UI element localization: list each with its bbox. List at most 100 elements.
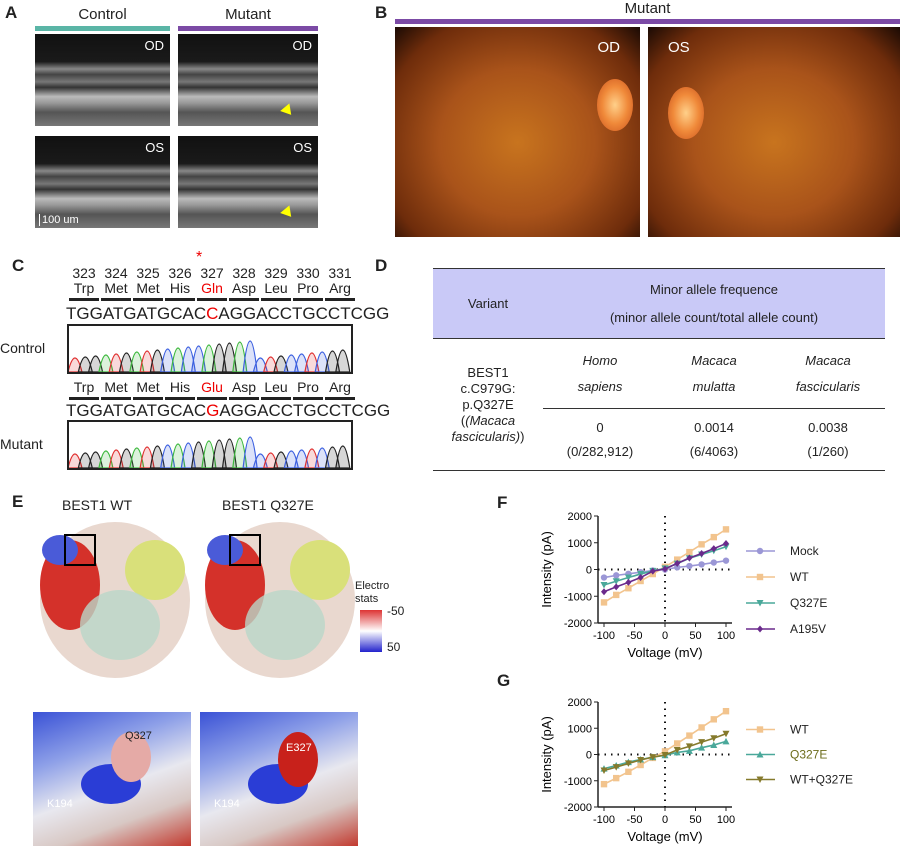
data-point <box>624 760 632 767</box>
data-point <box>674 556 681 563</box>
data-point <box>722 526 730 533</box>
data-point <box>600 767 608 775</box>
freq-mulatta: 0.0014 (6/4063) <box>689 419 739 459</box>
x-tick-label: -100 <box>593 814 615 826</box>
data-point <box>686 554 693 562</box>
codon-0: 323 Trp <box>69 266 99 301</box>
x-tick-label: 100 <box>717 814 735 826</box>
data-point <box>710 741 718 749</box>
control-bar <box>35 26 170 31</box>
x-axis-label: Voltage (mV) <box>627 829 702 844</box>
data-point <box>722 707 730 715</box>
data-point <box>710 716 717 723</box>
data-point <box>723 540 729 548</box>
x-axis-label: Voltage (mV) <box>627 645 702 660</box>
control-chromatogram <box>67 324 353 374</box>
species-fascicularis: Macaca fascicularis <box>771 338 885 409</box>
species-mulatta: Macaca mulatta <box>657 338 771 409</box>
data-point <box>710 559 717 566</box>
od-tag: OD <box>144 38 165 53</box>
arrow-icon <box>280 205 296 221</box>
peak <box>221 342 238 372</box>
codon-3: His <box>165 380 195 400</box>
data-point <box>637 761 644 769</box>
y-tick-label: 2000 <box>568 697 592 709</box>
protein-structure-wt <box>40 522 190 678</box>
panel-label-g: G <box>497 671 511 690</box>
header-variant: Variant <box>467 295 509 311</box>
y-tick-label: -1000 <box>564 776 592 788</box>
os-tag: OS <box>293 140 312 155</box>
optic-disc <box>668 87 704 139</box>
data-point <box>661 748 669 755</box>
codon-6: 329 Leu <box>261 266 291 301</box>
allele-frequency-table: Variant Minor allele frequence (minor all… <box>433 268 885 471</box>
data-point <box>600 780 608 788</box>
codon-7: 330 Pro <box>293 266 323 301</box>
data-point <box>698 541 705 548</box>
freq-fascicularis: 0.0038 (1/260) <box>807 419 849 459</box>
chart-f: 2000 1000 0 -1000 -2000-100 -50 0 50 100 Voltage … <box>539 511 827 660</box>
x-tick-label: 50 <box>689 814 701 826</box>
data-point <box>686 732 693 739</box>
mutant-codons: Trp Met Met His Glu Asp Leu Pro Arg <box>0 380 360 424</box>
panel-label-b: B <box>375 3 388 22</box>
data-point <box>722 557 730 564</box>
os-tag: OS <box>145 140 164 155</box>
peak <box>242 340 258 372</box>
colorbar-max: 50 <box>387 640 401 654</box>
y-tick-label: 1000 <box>568 723 592 735</box>
mut-title: BEST1 Q327E <box>222 497 314 513</box>
codon-5: Asp <box>229 380 259 400</box>
od-tag: OD <box>292 38 313 53</box>
chart-g: 2000 1000 0 -1000 -2000-100 -50 0 50 100 Voltage … <box>539 697 853 844</box>
x-tick-label: -100 <box>593 630 615 642</box>
legend-label: WT <box>790 570 809 584</box>
y-axis-label: Intensity (pA) <box>539 531 554 608</box>
panel-label-d: D <box>375 256 388 275</box>
codon-8: Arg <box>325 380 355 400</box>
data-point <box>613 583 620 591</box>
data-point <box>698 724 705 731</box>
data-point <box>756 751 764 758</box>
data-point <box>600 599 608 606</box>
control-label: Control <box>78 6 127 23</box>
legend-label: WT+Q327E <box>790 773 853 787</box>
panel-label-c: C <box>12 256 25 275</box>
data-point <box>722 737 730 745</box>
codon-4: 327 Gln <box>197 266 227 301</box>
data-point <box>698 561 705 568</box>
mutant-label: Mutant <box>225 6 271 23</box>
arrow-icon <box>280 103 296 119</box>
data-point <box>756 600 764 607</box>
data-point <box>612 578 620 585</box>
mutant-bar <box>178 26 318 31</box>
data-point <box>613 591 620 599</box>
codon-5: 328 Asp <box>229 266 259 301</box>
oct-control-os: OS 100 um <box>35 136 170 228</box>
data-point <box>710 735 718 742</box>
data-point <box>685 743 693 750</box>
legend-label: Q327E <box>790 596 827 610</box>
x-tick-label: -50 <box>627 814 643 826</box>
data-point <box>612 764 620 771</box>
data-point <box>757 625 763 633</box>
codon-2: Met <box>133 380 163 400</box>
peak <box>232 341 248 372</box>
peak <box>335 445 351 468</box>
wt-title: BEST1 WT <box>62 497 133 513</box>
data-point <box>674 559 681 567</box>
codon-8: 331 Arg <box>325 266 355 301</box>
electrostatics-colorbar <box>360 610 382 652</box>
legend-label: A195V <box>790 622 826 636</box>
codon-4: Glu <box>197 380 227 400</box>
legend-label: Mock <box>790 544 820 558</box>
data-point <box>698 739 706 746</box>
mutation-star: * <box>196 249 203 266</box>
data-point <box>613 572 620 579</box>
peak <box>232 437 248 468</box>
data-point <box>686 548 693 556</box>
codon-2: 325 Met <box>133 266 163 301</box>
data-point <box>686 562 693 570</box>
data-point <box>625 578 632 586</box>
